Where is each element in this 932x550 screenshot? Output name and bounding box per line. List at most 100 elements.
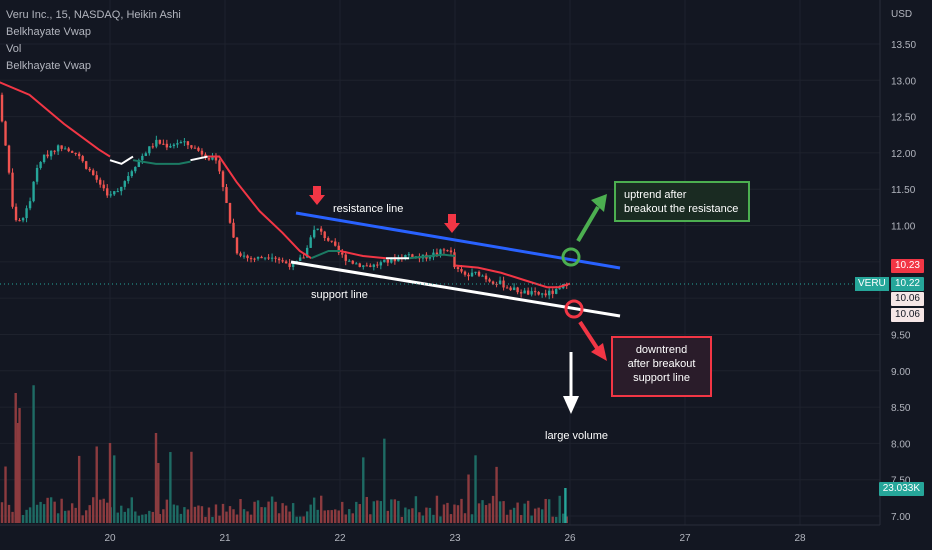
candle-body-105 [362, 265, 365, 267]
candle-body-130 [449, 250, 453, 253]
volume-bar-22 [70, 503, 74, 523]
y-tick-label-9: 9.00 [891, 367, 911, 378]
volume-bar-98 [337, 510, 340, 523]
trend-lines [0, 211, 880, 318]
candle-body-153 [530, 291, 533, 295]
volume-bar-58 [197, 505, 200, 523]
volume-bar-82 [281, 503, 284, 523]
x-tick-label-5: 27 [679, 533, 691, 544]
legend-indicator-vwap-1[interactable]: Belkhayate Vwap [6, 26, 91, 38]
y-tick-label-8: 9.50 [891, 330, 911, 341]
volume-bar-28 [92, 497, 95, 523]
volume-bar-154 [533, 508, 537, 523]
volume-bar-87 [298, 516, 302, 523]
candle-body-16 [49, 150, 53, 157]
volume-bar-159 [551, 516, 554, 523]
candle-body-4 [7, 145, 11, 173]
downtrend-arrow-head [591, 343, 607, 361]
volume-bar-88 [302, 516, 305, 523]
volume-bar-39 [130, 497, 133, 523]
candle-body-18 [56, 145, 60, 152]
ticker-tag: VERU [855, 277, 889, 291]
volume-bar-41 [137, 515, 141, 523]
candle-body-79 [270, 257, 274, 259]
candle-body-51 [172, 144, 176, 147]
legend-title[interactable]: Veru Inc., 15, NASDAQ, Heikin Ashi [6, 9, 181, 21]
downtrend-note-line-1: downtrend [635, 344, 688, 356]
candle-body-62 [211, 156, 214, 160]
candle-body-64 [218, 160, 221, 172]
volume-bar-106 [365, 496, 368, 523]
candle-body-156 [540, 293, 544, 295]
candle-body-137 [474, 271, 477, 273]
candle-body-88 [302, 257, 305, 259]
volume-bar-150 [519, 515, 523, 523]
y-tick-label-0: 13.50 [891, 40, 916, 51]
candle-body-67 [228, 202, 232, 223]
candle-body-94 [323, 231, 326, 239]
volume-bar-92 [316, 509, 319, 523]
candle-body-81 [277, 258, 281, 261]
volume-bar-162 [562, 513, 565, 523]
y-tick-label-13: 7.00 [891, 512, 911, 523]
candle-body-112 [386, 259, 390, 263]
candle-body-139 [481, 275, 484, 277]
volume-bar-149 [516, 502, 519, 523]
volume-bar-70 [239, 499, 242, 523]
candle-body-133 [460, 269, 463, 272]
volume-bar-156 [540, 509, 544, 523]
candle-body-101 [348, 260, 351, 262]
volume-bar-129 [446, 502, 449, 523]
volume-bar-93 [319, 495, 323, 523]
downtrend-note-line-3: support line [633, 372, 690, 384]
candle-body-98 [337, 245, 340, 253]
volume-bar-12 [35, 504, 39, 523]
volume-bar-100 [344, 514, 347, 523]
volume-bar-114 [393, 499, 397, 523]
candle-body-132 [456, 267, 460, 270]
volume-bar-4 [7, 504, 11, 523]
y-tick-label-10: 8.50 [891, 403, 911, 414]
volume-bar-111 [383, 438, 386, 523]
candle-body-108 [372, 264, 376, 267]
volume-bar-122 [421, 515, 425, 523]
volume-bar-45 [151, 511, 155, 523]
volume-bar-5 [11, 511, 14, 523]
candle-body-13 [39, 162, 42, 168]
volume-bar-52 [176, 505, 179, 523]
volume-bar-136 [470, 514, 474, 523]
candle-body-154 [533, 291, 537, 293]
candle-body-127 [439, 249, 442, 255]
volume-bar-133 [460, 498, 463, 523]
legend-indicator-vwap-2[interactable]: Belkhayate Vwap [6, 60, 91, 72]
candle-body-128 [442, 249, 446, 251]
legend-indicator-vol[interactable]: Vol [6, 43, 22, 55]
resistance-line [295, 211, 621, 270]
candle-body-36 [120, 186, 123, 192]
volume-bar-51 [172, 504, 176, 523]
volume-bar-72 [246, 511, 249, 523]
volume-bar-73 [249, 514, 253, 523]
candle-body-75 [256, 256, 260, 259]
down-arrow-marker-2 [444, 214, 460, 233]
candle-body-107 [369, 265, 372, 267]
candle-body-124 [428, 257, 432, 259]
candle-body-104 [358, 263, 361, 267]
volume-bar-101 [348, 509, 351, 523]
volume-bar-78 [267, 501, 270, 523]
volume-bar-32 [106, 502, 109, 523]
volume-bar-127 [439, 516, 442, 523]
candle-body-151 [523, 290, 526, 294]
volume-bar-74 [253, 501, 256, 523]
candle-body-56 [190, 145, 193, 148]
volume-bar-117 [404, 507, 407, 523]
candle-body-63 [214, 156, 218, 161]
support-label: support line [311, 289, 368, 301]
candle-body-114 [393, 257, 397, 262]
breakout-circle-down [564, 299, 584, 319]
volume-bar-55 [186, 509, 190, 523]
candle-body-72 [246, 255, 249, 259]
volume-bar-85 [291, 503, 295, 523]
volume-bar-66 [225, 511, 228, 523]
